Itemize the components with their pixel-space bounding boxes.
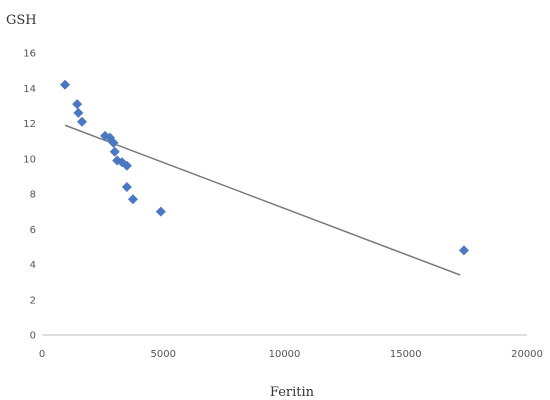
data-point xyxy=(60,79,71,90)
data-point xyxy=(77,116,88,127)
x-tick-label: 5000 xyxy=(151,349,176,360)
y-tick-label: 6 xyxy=(30,225,36,236)
data-point xyxy=(121,160,132,171)
y-tick-label: 12 xyxy=(23,119,36,130)
x-axis: 0 5000 10000 15000 20000 xyxy=(39,349,543,360)
data-point xyxy=(458,245,469,256)
y-tick-label: 14 xyxy=(23,84,36,95)
data-point xyxy=(108,137,119,148)
data-point xyxy=(121,181,132,192)
x-axis-title: Feritin xyxy=(270,385,315,400)
x-tick-label: 20000 xyxy=(511,349,543,360)
data-points xyxy=(60,79,469,256)
y-tick-label: 10 xyxy=(23,154,36,165)
y-tick-label: 2 xyxy=(30,295,36,306)
data-point xyxy=(127,194,138,205)
y-tick-label: 4 xyxy=(30,260,36,271)
y-axis: 0 2 4 6 8 10 12 14 16 xyxy=(23,49,36,342)
x-tick-label: 15000 xyxy=(390,349,422,360)
y-axis-title: GSH xyxy=(6,13,37,28)
y-tick-label: 16 xyxy=(23,49,36,60)
data-point xyxy=(155,206,166,217)
data-point xyxy=(73,107,84,118)
data-point xyxy=(72,99,83,110)
trendline xyxy=(64,124,461,276)
x-tick-label: 10000 xyxy=(269,349,301,360)
y-tick-label: 0 xyxy=(30,331,36,342)
y-tick-label: 8 xyxy=(30,190,36,201)
data-point xyxy=(109,146,120,157)
x-tick-label: 0 xyxy=(39,349,45,360)
